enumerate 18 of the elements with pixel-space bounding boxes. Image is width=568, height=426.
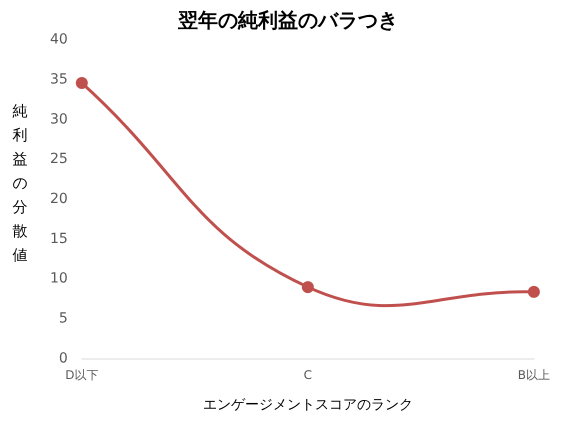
y-tick-label: 0 xyxy=(58,350,68,366)
y-tick-label: 40 xyxy=(50,32,68,48)
point xyxy=(528,286,540,298)
y-tick-label: 5 xyxy=(58,310,68,327)
y-tick-label: 30 xyxy=(50,111,68,128)
y-tick-label: 15 xyxy=(50,230,68,247)
point xyxy=(302,281,314,294)
y-tick-label: 25 xyxy=(50,151,68,168)
y-tick-label: 35 xyxy=(50,71,68,88)
y-tick-label: 10 xyxy=(50,270,68,287)
y-axis-title: 純利益の分散値 xyxy=(12,101,28,266)
point xyxy=(76,77,88,90)
chart-title: 翌年の純利益のバラつき xyxy=(177,8,398,32)
x-tick-label: B以上 xyxy=(518,368,550,382)
x-axis-title: エンゲージメントスコアのランク xyxy=(202,397,413,414)
x-tick-label: D以下 xyxy=(65,368,98,382)
x-tick-label: C xyxy=(304,368,312,382)
y-tick-label: 20 xyxy=(50,191,68,208)
